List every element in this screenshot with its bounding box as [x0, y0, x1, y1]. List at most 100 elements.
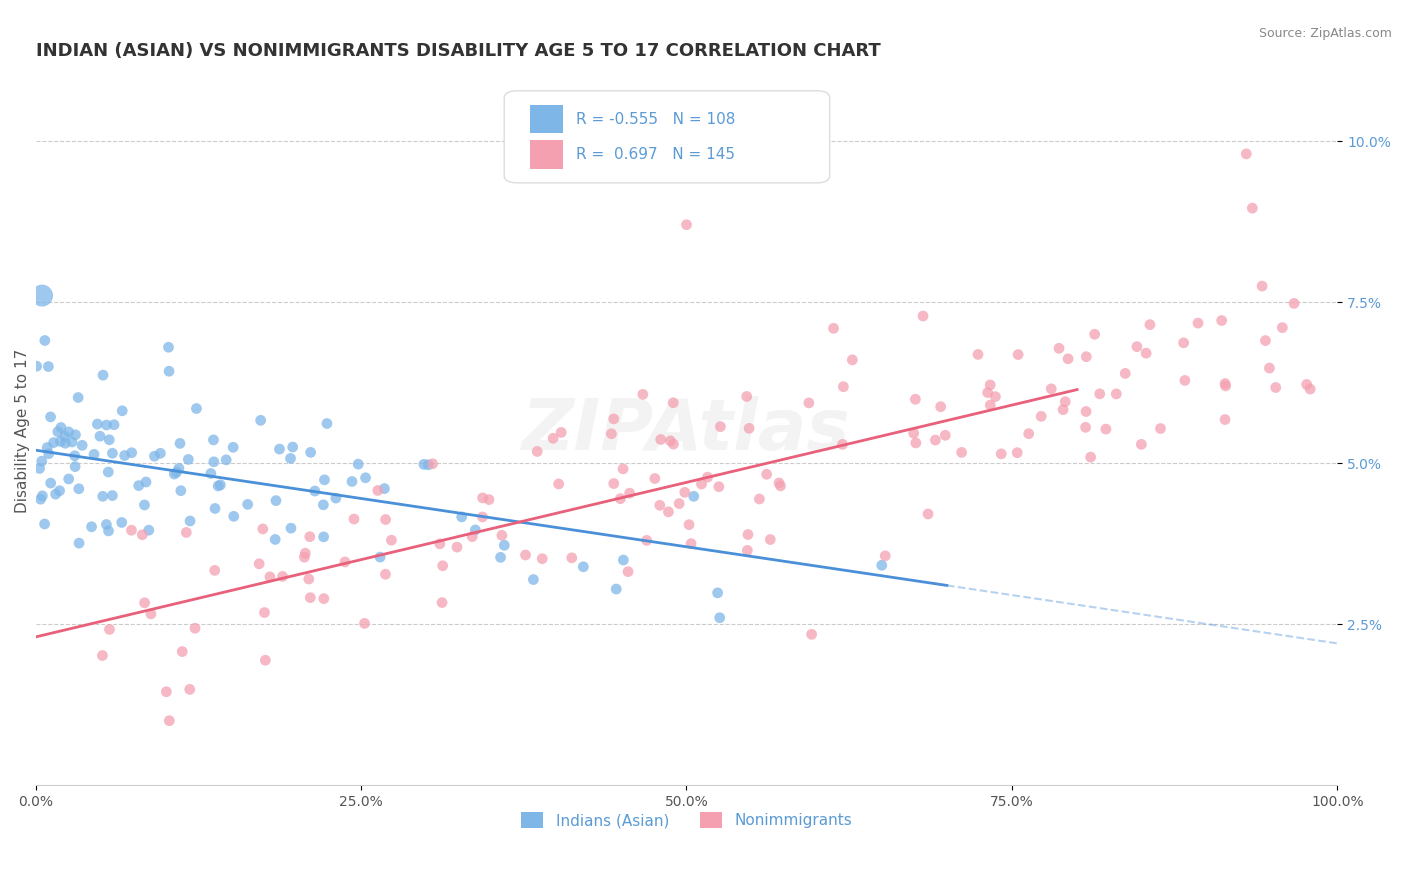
Point [343, 512, 366, 526]
Point [422, 457, 444, 471]
Point [832, 380, 855, 394]
Point [236, 497, 259, 511]
Point [103, 417, 125, 432]
Point [31, 454, 53, 468]
Point [1074, 420, 1097, 434]
Point [990, 447, 1012, 461]
Point [67, 391, 90, 405]
Point [1007, 347, 1029, 361]
Point [450, 509, 472, 524]
Point [682, 489, 704, 503]
Point [737, 543, 759, 558]
Point [177, 452, 200, 467]
Point [374, 567, 396, 582]
Point [768, 475, 790, 490]
Point [96, 417, 118, 432]
Point [1054, 394, 1077, 409]
Point [1149, 421, 1171, 435]
Point [89, 429, 111, 443]
Point [269, 442, 291, 456]
Point [186, 401, 208, 416]
Point [1264, 380, 1286, 394]
Point [60, 435, 83, 450]
Point [91, 368, 114, 383]
Point [1084, 327, 1107, 342]
Point [30, 492, 52, 507]
Point [1130, 437, 1153, 451]
Point [172, 644, 194, 658]
Point [120, 523, 142, 537]
Point [37, 441, 59, 455]
Point [550, 425, 572, 440]
Point [155, 685, 177, 699]
Point [464, 523, 486, 537]
Point [904, 392, 927, 407]
Point [53, 436, 76, 450]
Point [605, 582, 627, 596]
Point [39, 409, 62, 424]
Text: ZIPAtlas: ZIPAtlas [522, 396, 851, 466]
Point [673, 485, 696, 500]
Point [179, 682, 201, 697]
Point [617, 565, 640, 579]
Point [91, 648, 114, 663]
Point [461, 530, 484, 544]
Point [34, 334, 56, 348]
Point [1040, 382, 1063, 396]
Point [39, 476, 62, 491]
Point [209, 478, 232, 492]
Point [491, 528, 513, 542]
Point [176, 525, 198, 540]
Point [67, 482, 90, 496]
Point [252, 522, 274, 536]
Point [800, 627, 823, 641]
Point [281, 440, 304, 454]
Point [471, 510, 494, 524]
Point [1187, 316, 1209, 330]
Point [917, 507, 939, 521]
Point [316, 417, 339, 431]
Point [659, 434, 682, 448]
Point [1254, 334, 1277, 348]
Point [1047, 341, 1070, 355]
Point [707, 480, 730, 494]
Point [304, 483, 326, 498]
Point [167, 461, 190, 475]
Point [612, 553, 634, 567]
Point [114, 449, 136, 463]
Point [619, 486, 641, 500]
Point [681, 536, 703, 550]
Point [432, 558, 454, 573]
Point [1074, 404, 1097, 418]
Point [1215, 379, 1237, 393]
Point [373, 482, 395, 496]
Point [128, 478, 150, 492]
Point [678, 517, 700, 532]
Point [1282, 296, 1305, 310]
Point [875, 549, 897, 563]
Point [222, 509, 245, 524]
Point [134, 498, 156, 512]
Point [170, 483, 193, 498]
Point [157, 714, 180, 728]
Point [298, 572, 321, 586]
Point [429, 537, 451, 551]
Point [967, 347, 990, 361]
Point [249, 413, 271, 427]
Point [202, 433, 225, 447]
Point [769, 479, 792, 493]
Point [204, 501, 226, 516]
Point [600, 426, 623, 441]
Point [111, 516, 134, 530]
Point [603, 412, 626, 426]
Point [1135, 346, 1157, 360]
Point [1258, 361, 1281, 376]
Point [1234, 147, 1257, 161]
Point [904, 436, 927, 450]
Point [101, 489, 124, 503]
Point [299, 445, 322, 459]
Point [738, 421, 761, 435]
Point [979, 378, 1001, 392]
Point [531, 551, 554, 566]
Point [67, 536, 90, 550]
